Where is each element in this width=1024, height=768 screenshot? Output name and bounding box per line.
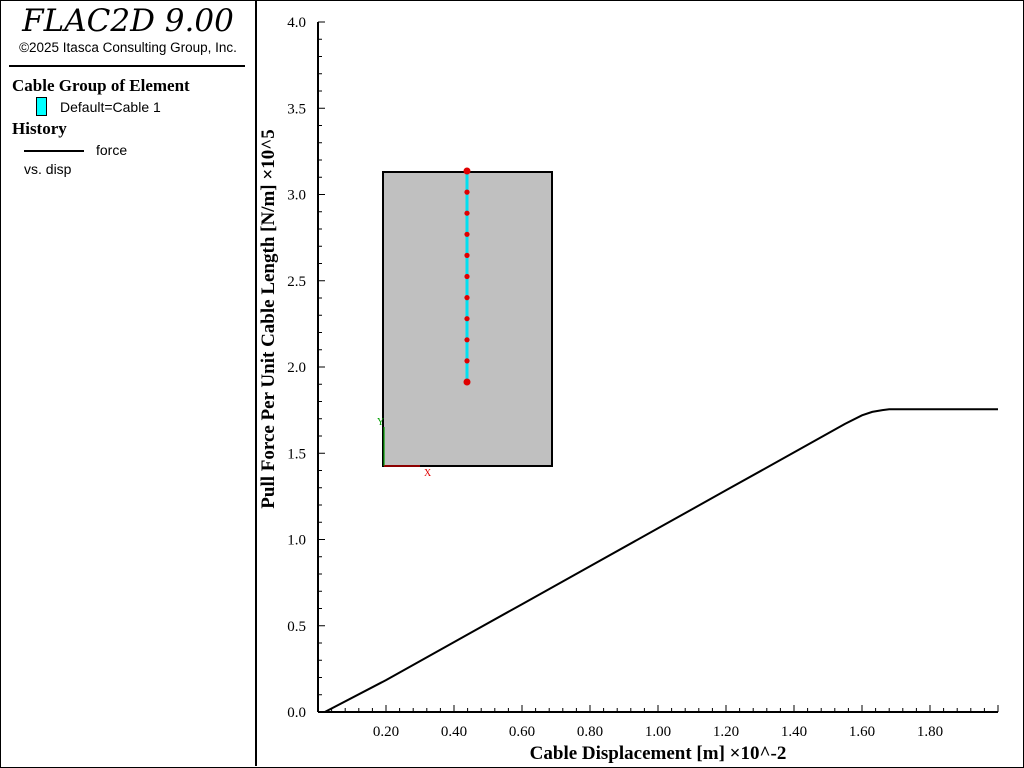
cable-group-entry: Default=Cable 1 (60, 99, 161, 115)
history-entry-name: force (96, 142, 128, 158)
axes-layer: 0.0 0.5 1.0 1.5 2.0 2.5 3.0 3.5 4.0 0.20 0.40 0.60 0… (287, 15, 999, 740)
x-tick-label: 1.80 (917, 724, 943, 740)
y-tick-label: 3.0 (287, 188, 306, 204)
cable-node (464, 252, 470, 258)
cable-node (464, 295, 470, 301)
x-tick-label: 0.20 (373, 724, 399, 740)
inset-x-axis-label: X (424, 468, 432, 479)
copyright-text: ©2025 Itasca Consulting Group, Inc. (19, 40, 237, 55)
y-tick-label: 0.5 (287, 619, 306, 635)
y-tick-label: 4.0 (287, 15, 306, 31)
cable-node (464, 189, 470, 195)
cable-node (464, 210, 470, 216)
history-heading: History (12, 119, 67, 138)
cable-node (464, 231, 470, 237)
cable-group-heading: Cable Group of Element (12, 76, 190, 95)
x-tick-label: 0.60 (509, 724, 535, 740)
cable-group-swatch-icon (36, 97, 47, 116)
app-title: FLAC2D 9.00 (22, 3, 234, 39)
series-line-force (318, 408, 998, 713)
cable-node (463, 167, 471, 175)
chart-plot-area: 0.0 0.5 1.0 1.5 2.0 2.5 3.0 3.5 4.0 0.20 0.40 0.60 0… (258, 15, 999, 764)
y-tick-label: 2.5 (287, 274, 306, 290)
cable-node (464, 316, 470, 322)
series-layer (318, 408, 998, 713)
x-tick-label: 0.40 (441, 724, 467, 740)
cable-node (463, 378, 471, 386)
y-tick-label: 3.5 (287, 101, 306, 117)
x-tick-label: 1.20 (713, 724, 739, 740)
x-tick-label: 1.00 (645, 724, 671, 740)
history-entry-detail: vs. disp (24, 161, 72, 177)
x-tick-label: 1.60 (849, 724, 875, 740)
legend-panel: FLAC2D 9.00 ©2025 Itasca Consulting Grou… (0, 0, 257, 766)
y-tick-label: 1.5 (287, 446, 306, 462)
x-tick-label: 1.40 (781, 724, 807, 740)
y-tick-label: 1.0 (287, 533, 306, 549)
y-tick-label: 2.0 (287, 360, 306, 376)
model-inset: YX (377, 167, 553, 479)
y-tick-label: 0.0 (287, 705, 306, 721)
cable-node (464, 273, 470, 280)
history-line-swatch-icon (24, 150, 84, 152)
cable-node (464, 337, 470, 343)
y-axis-title: Pull Force Per Unit Cable Length [N/m] ×… (258, 129, 279, 508)
x-tick-label: 0.80 (577, 724, 603, 740)
cable-node (464, 358, 470, 364)
inset-y-axis-label: Y (377, 417, 384, 428)
legend-divider (9, 65, 245, 67)
x-axis-title: Cable Displacement [m] ×10^-2 (530, 743, 787, 764)
